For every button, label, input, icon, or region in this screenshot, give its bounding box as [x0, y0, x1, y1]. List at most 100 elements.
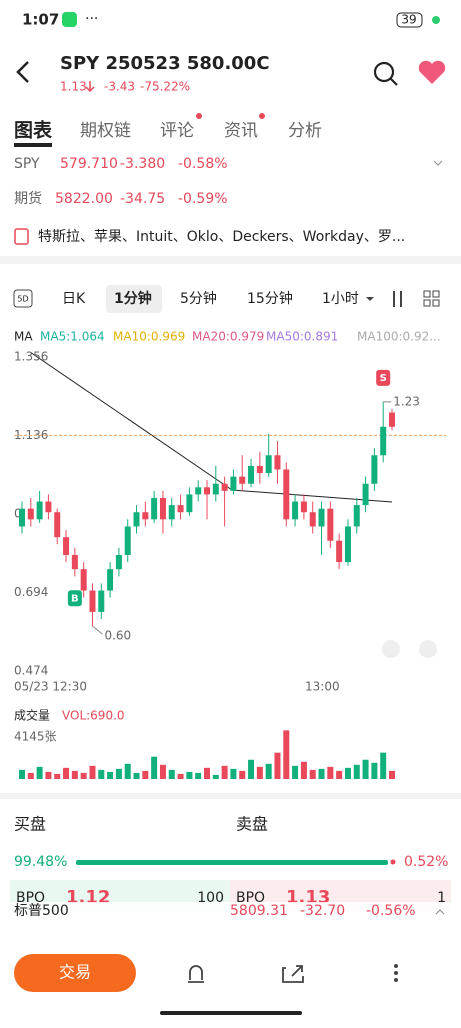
- toolbar-item[interactable]: 5D: [17, 295, 28, 304]
- ma: MA10:0.969: [113, 330, 185, 344]
- bid-pct: 99.48%: [14, 854, 67, 870]
- candle-body: [71, 554, 78, 570]
- separator: [0, 793, 461, 799]
- tab[interactable]: 资讯: [224, 121, 258, 141]
- volume-bar: [309, 769, 316, 779]
- tab[interactable]: 评论: [160, 121, 194, 141]
- index-bar[interactable]: [0, 902, 461, 932]
- volume-bar: [63, 767, 70, 779]
- down-arrow: [85, 81, 95, 93]
- more: [394, 971, 398, 975]
- ma: MA50:0.891: [266, 330, 338, 344]
- share-icon[interactable]: [282, 965, 304, 983]
- volume-bar: [274, 752, 281, 779]
- toolbar-selected: [106, 285, 162, 313]
- volume-bar: [107, 771, 114, 779]
- volume-bar: [389, 770, 395, 779]
- volume-title: 成交量: [14, 708, 50, 723]
- candle-body: [177, 505, 184, 513]
- quote-pct: -0.58%: [178, 156, 228, 172]
- tab[interactable]: 期权链: [80, 121, 131, 141]
- low-pointer: [92, 625, 103, 635]
- battery-level: 39: [401, 13, 416, 27]
- volume-bar: [54, 773, 61, 779]
- ask-pct: 0.52%: [404, 854, 448, 870]
- volume-bar: [371, 762, 378, 779]
- ask-title: 卖盘: [236, 815, 268, 834]
- alert-icon[interactable]: [188, 965, 204, 983]
- toolbar-item[interactable]: 15分钟: [247, 290, 293, 307]
- volume-bar: [204, 767, 210, 779]
- volume-bar: [362, 759, 369, 779]
- more[interactable]: [394, 964, 398, 968]
- candle-body: [327, 508, 334, 541]
- volume-bar: [239, 770, 246, 779]
- candle-body: [344, 526, 351, 563]
- volume-bar: [133, 772, 140, 779]
- volume-bar: [80, 772, 87, 779]
- quote-pct: -0.59%: [178, 191, 228, 207]
- candle-body: [274, 455, 281, 470]
- volume-bar: [45, 771, 52, 779]
- volume-bar: [186, 771, 193, 779]
- volume-bar: [142, 770, 149, 779]
- index-price: 5809.31: [230, 903, 288, 919]
- quote-price: 579.710: [60, 156, 118, 172]
- candle-body: [36, 501, 43, 520]
- zoom[interactable]: [382, 640, 400, 658]
- news[interactable]: 特斯拉、苹果、Intuit、Oklo、Deckers、Workday、罗...: [38, 229, 405, 245]
- candle-body: [336, 540, 343, 563]
- favorite[interactable]: [418, 60, 446, 84]
- volume-bar: [318, 768, 325, 779]
- news-icon: [14, 228, 29, 245]
- back-latest[interactable]: [419, 640, 437, 658]
- volume-bar: [265, 763, 272, 779]
- tab[interactable]: 图表: [14, 119, 53, 142]
- toolbar-item[interactable]: 1分钟: [114, 290, 152, 307]
- back[interactable]: [16, 61, 29, 83]
- icon-grid[interactable]: [423, 290, 431, 298]
- trade-button[interactable]: [14, 954, 136, 992]
- quote-price: 5822.00: [55, 191, 113, 207]
- candle-body: [98, 590, 105, 612]
- volume-bar: [124, 763, 131, 779]
- low-label: 0.60: [104, 629, 131, 643]
- separator: [0, 256, 461, 264]
- candle-body: [204, 487, 210, 495]
- volume-bar: [353, 764, 360, 779]
- volume-bar: [36, 766, 43, 779]
- candle-body: [300, 501, 307, 513]
- volume-bar: [168, 769, 175, 779]
- search[interactable]: [373, 61, 395, 83]
- icon-kline[interactable]: [393, 291, 402, 307]
- tab-underline: [14, 143, 52, 147]
- toolbar-item[interactable]: 5分钟: [180, 290, 217, 307]
- tab[interactable]: 分析: [288, 121, 322, 141]
- candle-body: [221, 483, 228, 491]
- candle-body: [107, 569, 114, 591]
- y-tick-label: 1.356: [14, 350, 48, 364]
- ma: MA: [14, 330, 33, 344]
- candle-body: [371, 455, 378, 484]
- candle-body: [353, 505, 360, 527]
- index-pct: -0.56%: [366, 903, 416, 919]
- volume-bar: [212, 774, 219, 779]
- candle-body: [45, 501, 52, 513]
- candle-body: [212, 483, 219, 495]
- dropdown: [366, 297, 374, 301]
- expand[interactable]: [433, 160, 443, 166]
- candle-body: [80, 569, 87, 591]
- volume-bar: [98, 769, 105, 779]
- candle-body: [124, 526, 131, 555]
- candle-body: [195, 487, 202, 495]
- toolbar-item[interactable]: 1小时: [322, 291, 359, 307]
- toolbar-item[interactable]: 日K: [62, 291, 86, 307]
- candle-body: [63, 537, 70, 555]
- volume-bar: [380, 752, 387, 779]
- volume-bar: [27, 772, 34, 779]
- volume-value: VOL:690.0: [62, 709, 125, 723]
- volume-bar: [151, 756, 158, 779]
- volume-bar: [19, 769, 25, 779]
- volume-bar: [221, 765, 228, 779]
